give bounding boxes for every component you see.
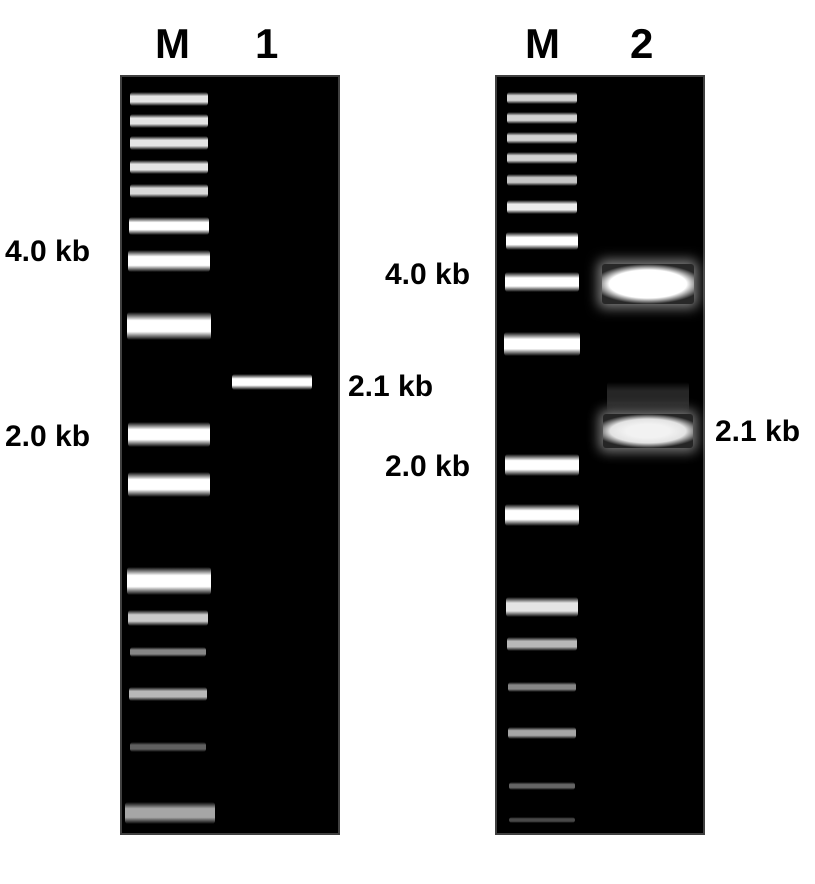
- ladder-band: [130, 92, 208, 106]
- lane-label-M-right: M: [525, 20, 560, 68]
- size-label-2kb-left: 2.0 kb: [5, 420, 90, 454]
- gel-image-right: [495, 75, 705, 835]
- ladder-band: [507, 92, 577, 104]
- size-label-4kb-right: 4.0 kb: [385, 258, 470, 292]
- ladder-band: [128, 472, 210, 497]
- ladder-band: [128, 250, 210, 272]
- ladder-band: [129, 687, 207, 701]
- lane-label-2: 2: [630, 20, 653, 68]
- ladder-band: [509, 817, 575, 823]
- ladder-band: [130, 647, 206, 657]
- ladder-band: [507, 174, 577, 186]
- ladder-band: [507, 112, 577, 124]
- ladder-band: [130, 136, 208, 150]
- sample-band: [602, 264, 694, 304]
- ladder-band: [130, 114, 208, 128]
- ladder-band: [505, 504, 579, 526]
- gel-figure: M 1 4.0 kb 2.0 kb 2.1 kb M 2 4.0 kb 2.0 …: [20, 20, 795, 864]
- lane-label-1: 1: [255, 20, 278, 68]
- ladder-band: [128, 610, 208, 626]
- gel-image-left: [120, 75, 340, 835]
- sample-band: [607, 382, 689, 412]
- ladder-band: [504, 332, 580, 356]
- size-label-4kb-left: 4.0 kb: [5, 235, 90, 269]
- ladder-band: [507, 152, 577, 164]
- ladder-band: [127, 312, 211, 340]
- ladder-band: [128, 422, 210, 447]
- lane-label-M-left: M: [155, 20, 190, 68]
- ladder-band: [125, 802, 215, 824]
- ladder-band: [130, 184, 208, 198]
- sample-band: [603, 414, 693, 448]
- ladder-band: [507, 637, 577, 651]
- ladder-band: [506, 597, 578, 617]
- ladder-band: [508, 682, 576, 692]
- ladder-band: [129, 217, 209, 235]
- size-label-21kb-left: 2.1 kb: [348, 370, 433, 404]
- ladder-band: [505, 272, 579, 292]
- sample-band: [232, 374, 312, 390]
- size-label-21kb-right: 2.1 kb: [715, 415, 800, 449]
- ladder-band: [506, 232, 578, 250]
- ladder-band: [507, 200, 577, 214]
- ladder-band: [509, 782, 575, 790]
- ladder-band: [130, 160, 208, 174]
- size-label-2kb-right: 2.0 kb: [385, 450, 470, 484]
- ladder-band: [507, 132, 577, 144]
- ladder-band: [505, 454, 579, 476]
- ladder-band: [127, 567, 211, 595]
- ladder-band: [130, 742, 206, 752]
- ladder-band: [508, 727, 576, 739]
